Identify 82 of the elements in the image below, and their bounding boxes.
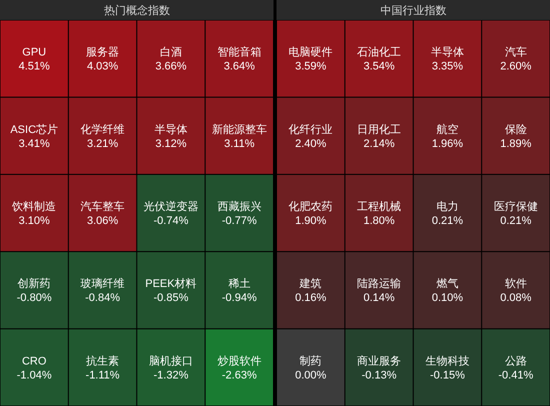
data-label: -1.11% — [86, 369, 120, 382]
data-label: 3.41% — [18, 138, 50, 150]
category-label: 脑机接口 — [148, 354, 193, 368]
data-label: -0.77% — [222, 215, 257, 227]
category-label: 燃气 — [436, 278, 458, 290]
data-label: 3.66% — [155, 60, 187, 73]
category-label: 软件 — [504, 278, 527, 290]
category-label: 化肥农药 — [288, 200, 333, 213]
data-label: -1.04% — [16, 369, 52, 382]
category-label: 白酒 — [160, 46, 182, 59]
data-label: 3.59% — [295, 60, 326, 73]
data-label: -0.74% — [154, 215, 189, 227]
category-label: ASIC芯片 — [10, 122, 58, 136]
category-label: 光伏逆变器 — [143, 200, 198, 213]
category-label: 新能源整车 — [212, 122, 267, 136]
data-label: 3.10% — [18, 215, 50, 227]
category-label: CRO — [22, 355, 47, 368]
category-label: 航空 — [436, 122, 458, 136]
data-label: -0.80% — [16, 292, 52, 304]
data-label: -0.94% — [222, 292, 257, 304]
category-label: 日用化工 — [357, 124, 402, 136]
category-label: 医疗保健 — [494, 200, 538, 213]
category-label: 化学纤维 — [80, 122, 125, 136]
category-label: 制药 — [300, 354, 322, 368]
text: 热门概念指数 — [104, 4, 170, 17]
data-label: 1.96% — [432, 138, 464, 150]
data-label: -0.15% — [430, 369, 466, 382]
category-label: 创新药 — [18, 277, 51, 290]
data-label: -2.63% — [222, 369, 257, 382]
data-label: 3.11% — [224, 138, 255, 150]
data-label: 1.89% — [500, 138, 532, 150]
data-label: 0.08% — [500, 292, 532, 304]
category-label: 玻璃纤维 — [80, 277, 125, 290]
category-label: 电力 — [436, 200, 458, 213]
data-label: 3.21% — [86, 138, 118, 150]
category-label: 服务器 — [86, 46, 120, 59]
category-label: 稀土 — [228, 277, 250, 290]
category-label: 建筑 — [298, 277, 322, 290]
category-label: GPU — [22, 46, 46, 59]
data-label: 4.03% — [86, 60, 118, 73]
category-label: 公路 — [504, 355, 527, 368]
data-label: -0.84% — [85, 292, 120, 304]
text: 中国行业指数 — [380, 4, 446, 17]
category-label: 生物科技 — [425, 354, 470, 368]
category-label: 智能音箱 — [217, 46, 262, 59]
category-label: 陆路运输 — [357, 277, 402, 290]
category-label: 石油化工 — [357, 46, 402, 59]
category-label: 炒股软件 — [217, 355, 262, 368]
category-label: 电脑硬件 — [288, 46, 333, 59]
category-label: 化纤行业 — [288, 122, 333, 136]
data-label: -0.13% — [362, 369, 397, 382]
data-label: 0.21% — [432, 215, 464, 227]
data-label: 3.06% — [86, 215, 118, 227]
data-label: 1.80% — [363, 215, 395, 227]
category-label: 汽车整车 — [80, 200, 125, 213]
data-label: 1.90% — [295, 215, 326, 227]
data-label: 3.12% — [155, 138, 187, 150]
category-label: PEEK材料 — [145, 277, 197, 290]
data-label: 3.54% — [363, 60, 395, 73]
category-label: 半导体 — [430, 46, 464, 59]
data-label: 0.14% — [363, 292, 395, 304]
data-label: 0.00% — [295, 369, 326, 382]
data-label: 2.60% — [500, 60, 532, 73]
category-label: 西藏振兴 — [217, 200, 262, 213]
data-label: 2.40% — [295, 138, 326, 150]
data-label: 3.64% — [224, 60, 256, 73]
data-label: 3.35% — [432, 60, 464, 73]
category-label: 半导体 — [154, 122, 188, 136]
category-label: 抗生素 — [86, 354, 120, 368]
category-label: 汽车 — [504, 46, 527, 59]
data-label: 4.51% — [18, 60, 50, 73]
category-label: 工程机械 — [357, 200, 402, 213]
data-label: 0.16% — [295, 292, 326, 304]
category-label: 商业服务 — [357, 354, 402, 368]
data-label: 2.14% — [363, 138, 395, 150]
data-label: -1.32% — [154, 369, 189, 382]
data-label: -0.41% — [498, 369, 534, 382]
data-label: 0.21% — [500, 215, 532, 227]
data-label: -0.85% — [154, 292, 189, 304]
category-label: 保险 — [504, 124, 527, 136]
data-label: 0.10% — [432, 292, 464, 304]
category-label: 饮料制造 — [11, 200, 56, 213]
